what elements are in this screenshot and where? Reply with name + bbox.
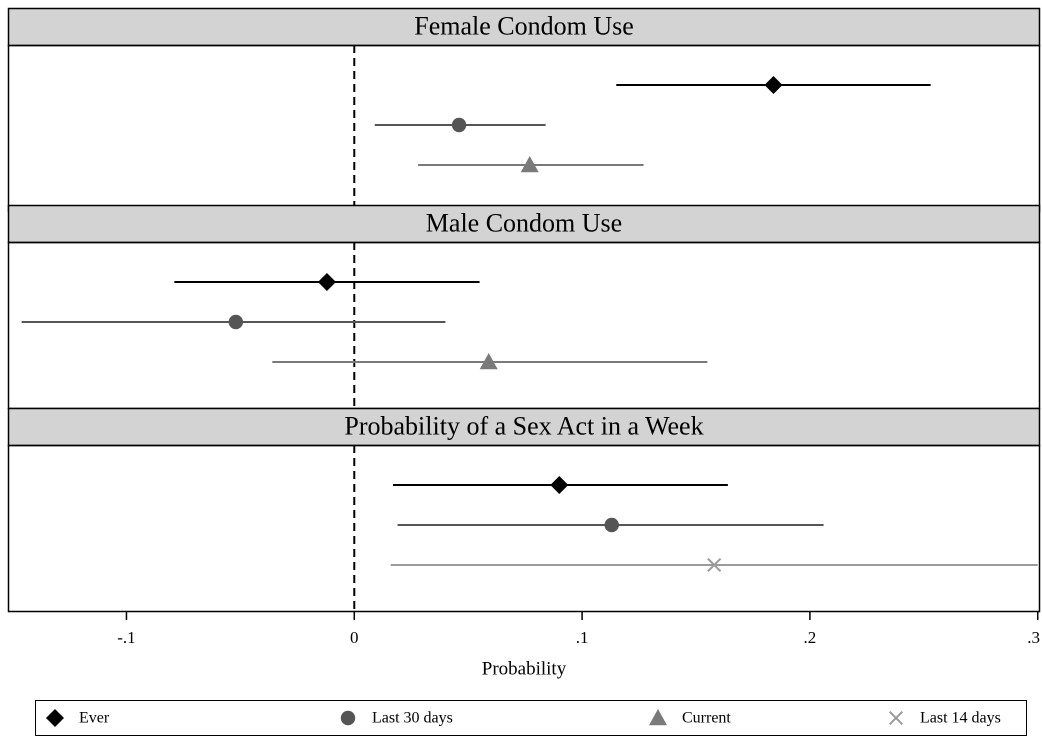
legend-marker (649, 709, 667, 726)
legend-label: Last 30 days (372, 710, 453, 727)
panel-header (7, 7, 1041, 47)
legend-marker (340, 710, 356, 726)
point-estimate (228, 314, 244, 330)
legend-label: Ever (79, 710, 110, 727)
x-tick-label: .2 (804, 628, 817, 647)
point-estimate (550, 476, 569, 494)
panel-plot (7, 444, 1041, 613)
point-estimate (451, 117, 467, 133)
panel-header (7, 407, 1041, 447)
legend-box (35, 700, 1027, 736)
panel-title: Male Condom Use (426, 208, 622, 237)
panel-title: Probability of a Sex Act in a Week (344, 411, 703, 440)
point-estimate (479, 353, 498, 370)
point-estimate (604, 517, 619, 533)
point-estimate (317, 273, 336, 291)
legend-label: Current (682, 710, 731, 727)
x-axis-label: Probability (482, 658, 567, 679)
panel-plot (7, 241, 1041, 410)
x-tick-label: -.1 (117, 628, 135, 647)
legend-label: Last 14 days (920, 710, 1001, 727)
legend-marker (888, 710, 904, 726)
point-estimate (520, 156, 539, 173)
panel-plot (7, 44, 1041, 213)
x-tick-label: .3 (1027, 628, 1040, 647)
panel-header (7, 204, 1041, 244)
panel-title: Female Condom Use (414, 11, 634, 40)
x-tick-label: 0 (350, 628, 359, 647)
point-estimate (764, 76, 783, 94)
point-estimate (707, 557, 722, 573)
x-tick-label: .1 (576, 628, 589, 647)
legend-marker (46, 709, 64, 727)
